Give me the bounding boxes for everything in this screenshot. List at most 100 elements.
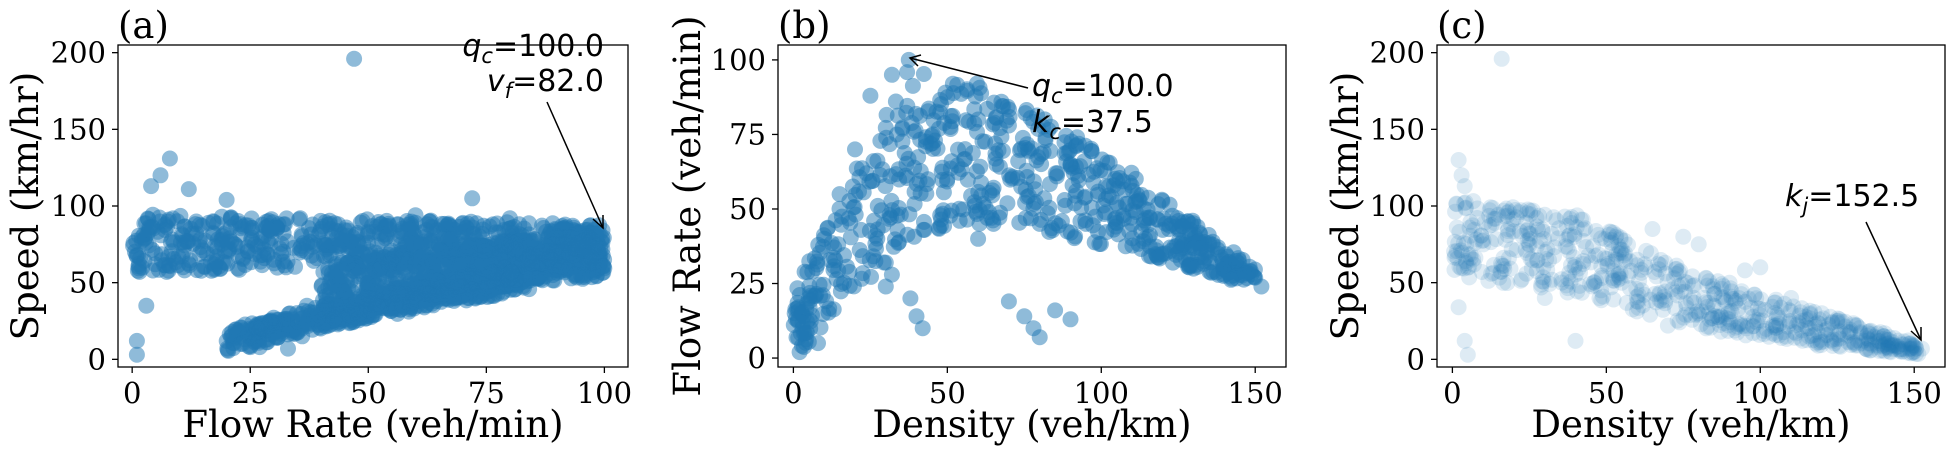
panel-c-cloud-point	[1731, 290, 1748, 307]
panel-a-x-axis-title: Flow Rate (veh/min)	[182, 403, 563, 446]
panel-b-annotation-arrow	[909, 57, 1029, 89]
panel-c-cloud-point	[1739, 305, 1756, 322]
panel-a-cloud-point	[484, 216, 501, 233]
panel-c-cloud-point	[1566, 226, 1583, 243]
panel-c-cloud-point	[1906, 343, 1923, 360]
panel-c-cloud-point	[1500, 203, 1517, 220]
panel-c-cloud-point	[1686, 294, 1703, 311]
panel-b-data-point	[939, 171, 956, 188]
panel-c-cloud-point	[1465, 251, 1482, 268]
panel-c-cloud-point	[1468, 231, 1485, 248]
panel-c-cloud-point	[1819, 326, 1836, 343]
panel-c-cloud-point	[1533, 279, 1550, 296]
panel-c-cloud-point	[1580, 247, 1597, 264]
panel-c-cloud-point	[1793, 322, 1810, 339]
panel-c-cloud-point	[1653, 293, 1670, 310]
panel-c-cloud-point	[1722, 280, 1739, 297]
panel-c-cloud-point	[1751, 306, 1768, 323]
panel-c-cloud-point	[1904, 337, 1921, 353]
panel-c-cloud-point	[1522, 225, 1539, 242]
panel-c-cloud-point	[1752, 291, 1769, 308]
panel-c-cloud-point	[1593, 292, 1610, 309]
panel-c-cloud-point	[1449, 250, 1466, 267]
panel-c-cloud-point	[1573, 211, 1589, 228]
panel-c-cloud-point	[1791, 307, 1808, 324]
panel-b-cloud-point	[1014, 129, 1031, 146]
panel-c-data-point	[1567, 332, 1584, 349]
panel-c-cloud-point	[1519, 222, 1535, 239]
panel-a-cloud-point	[424, 253, 441, 270]
panel-a-x-tick-label: 75	[468, 376, 505, 410]
panel-c-cloud-point	[1831, 337, 1848, 354]
panel-a-cloud-point	[144, 262, 161, 279]
panel-c-data-point	[1450, 299, 1467, 316]
panel-c-cloud-point	[1517, 241, 1534, 258]
panel-c-cloud-point	[1689, 303, 1706, 320]
panel-c-cloud-point	[1820, 316, 1837, 333]
panel-c-cloud-point	[1712, 307, 1729, 324]
panel-b-data-point	[900, 51, 917, 68]
panel-c-cloud-point	[1785, 298, 1802, 315]
panel-c-cloud-point	[1699, 299, 1715, 315]
panel-c-cloud-point	[1877, 336, 1893, 353]
panel-c-cloud-point	[1885, 341, 1902, 357]
panel-b-cloud-point	[981, 184, 998, 201]
panel-c-cloud-point	[1562, 273, 1579, 290]
panel-a-cloud-point	[533, 244, 550, 261]
panel-c-data-point	[1644, 221, 1661, 237]
panel-b-x-tick-label: 150	[1228, 376, 1283, 410]
panel-c-cloud-point	[1605, 291, 1622, 308]
panel-a-cloud-point	[457, 287, 474, 304]
panel-c-cloud-point	[1502, 260, 1519, 277]
panel-b-cloud-point	[1108, 195, 1125, 212]
panel-c-cloud-point	[1616, 232, 1633, 249]
panel-c-cloud-point	[1809, 323, 1826, 340]
panel-c-cloud-point	[1745, 308, 1762, 325]
panel-c-cloud-point	[1903, 335, 1920, 352]
panel-b-data-point	[1062, 311, 1079, 328]
panel-c-cloud-point	[1508, 209, 1525, 226]
panel-a-cloud-point	[315, 264, 332, 280]
panel-b-data-point	[1000, 117, 1017, 134]
panel-c-cloud-point	[1729, 318, 1746, 335]
panel-c-cloud-point	[1486, 256, 1502, 273]
panel-c-cloud-point	[1567, 256, 1584, 273]
panel-c-cloud-point	[1679, 275, 1696, 291]
panel-c-cloud-point	[1482, 199, 1499, 216]
panel-b-cloud-point	[1168, 238, 1185, 254]
panel-b-cloud-point	[1080, 166, 1097, 183]
panel-c-cloud-point	[1686, 277, 1703, 294]
panel-c-cloud-point	[1620, 267, 1636, 284]
panel-c-cloud-point	[1659, 273, 1676, 290]
panel-a-cloud-point	[485, 235, 502, 252]
panel-c-cloud-point	[1473, 264, 1490, 280]
panel-c-cloud-point	[1511, 223, 1528, 240]
panel-c-cloud-point	[1894, 336, 1911, 353]
panel-c-cloud-point	[1553, 274, 1570, 291]
panel-c-cloud-point	[1709, 273, 1726, 290]
panel-b-cloud-point	[885, 238, 902, 255]
panel-c-cloud-point	[1709, 309, 1726, 325]
panel-b-data-point	[1185, 260, 1202, 277]
panel-c-cloud-point	[1618, 294, 1635, 311]
panel-b-data-point	[1031, 329, 1048, 346]
panel-c-cloud-point	[1674, 276, 1690, 293]
panel-c-cloud-point	[1755, 326, 1772, 342]
panel-c-cloud-point	[1802, 306, 1818, 323]
panel-b-cloud-point	[883, 209, 899, 226]
panel-a-cloud-point	[432, 242, 449, 259]
panel-c-cloud-point	[1901, 340, 1918, 357]
panel-c-cloud-point	[1883, 337, 1900, 354]
panel-b-data-point	[1154, 245, 1171, 262]
panel-c-cloud-point	[1778, 330, 1795, 347]
panel-a-y-axis-title: Speed (km/hr)	[4, 72, 47, 341]
panel-c-cloud-point	[1805, 332, 1821, 349]
panel-c-cloud-point	[1768, 317, 1784, 334]
panel-c-cloud-point	[1504, 199, 1521, 216]
panel-c-cloud-point	[1614, 241, 1630, 258]
panel-b-data-point	[1062, 156, 1079, 173]
panel-c-cloud-point	[1505, 211, 1522, 228]
panel-c-cloud-point	[1596, 250, 1613, 267]
panel-c-cloud-point	[1457, 199, 1474, 216]
panel-a-cloud-point	[474, 254, 491, 271]
